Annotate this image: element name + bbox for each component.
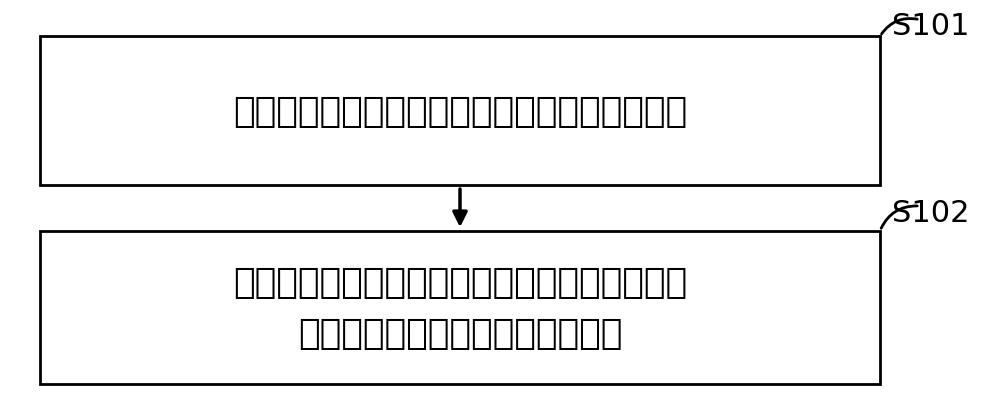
Text: S101: S101 [893,12,970,41]
Text: S102: S102 [893,198,970,227]
Text: 基于预设控制温度，控制闭路循环水对应的温度: 基于预设控制温度，控制闭路循环水对应的温度 [233,95,687,128]
Text: 获取实际蒸发需求量，并基于实际蒸发需求量和
温度，加热闭路循环水到预设温度: 获取实际蒸发需求量，并基于实际蒸发需求量和 温度，加热闭路循环水到预设温度 [233,266,687,350]
FancyBboxPatch shape [40,231,880,384]
FancyBboxPatch shape [40,37,880,186]
